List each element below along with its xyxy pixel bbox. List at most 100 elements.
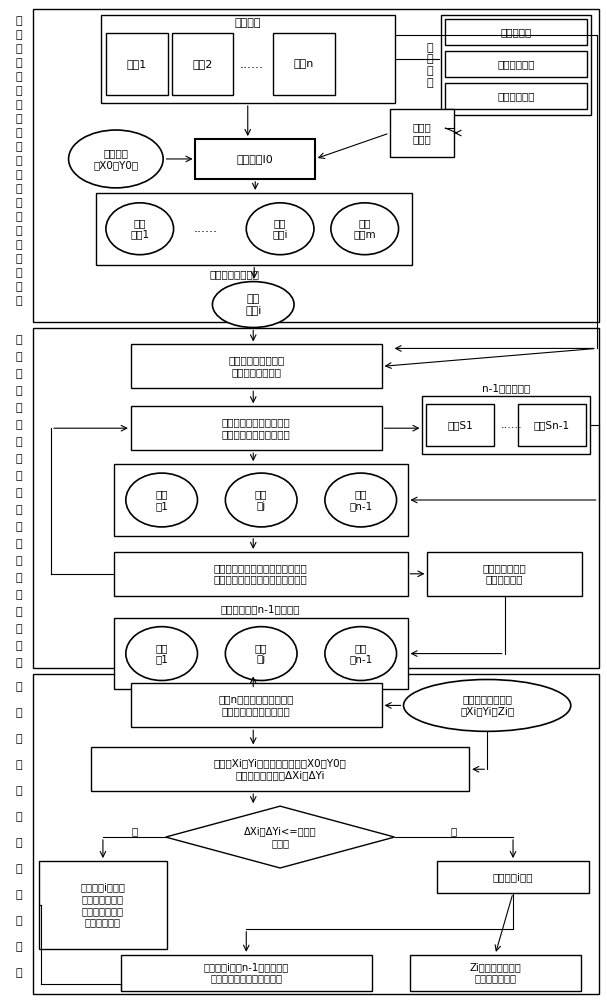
Text: ......: ......: [501, 420, 523, 430]
Text: 配: 配: [16, 403, 22, 413]
Text: 待匹
配点m: 待匹 配点m: [353, 218, 376, 240]
Text: 确: 确: [16, 16, 22, 26]
Text: n-1幅搜索影像: n-1幅搜索影像: [482, 383, 530, 393]
Text: 候选
点1: 候选 点1: [155, 489, 168, 511]
Text: 配: 配: [16, 658, 22, 668]
Text: 匹: 匹: [16, 682, 22, 692]
FancyBboxPatch shape: [410, 955, 581, 991]
FancyBboxPatch shape: [427, 552, 582, 596]
Text: 果: 果: [16, 760, 22, 770]
Text: 点: 点: [16, 420, 22, 430]
FancyBboxPatch shape: [106, 33, 168, 95]
Text: 应: 应: [16, 184, 22, 194]
Text: 个: 个: [16, 240, 22, 250]
FancyBboxPatch shape: [91, 747, 469, 791]
FancyBboxPatch shape: [438, 861, 589, 893]
Text: 配: 配: [16, 282, 22, 292]
Ellipse shape: [404, 680, 571, 731]
Ellipse shape: [126, 627, 197, 680]
Text: 像: 像: [16, 156, 22, 166]
Text: 搜索Sn-1: 搜索Sn-1: [534, 420, 570, 430]
FancyBboxPatch shape: [446, 83, 587, 109]
Text: 影像成
像模型: 影像成 像模型: [413, 122, 432, 144]
Text: 待匹
配点i: 待匹 配点i: [245, 294, 262, 315]
Text: 信: 信: [16, 505, 22, 515]
Text: 方: 方: [16, 58, 22, 68]
FancyBboxPatch shape: [131, 406, 382, 450]
FancyBboxPatch shape: [114, 464, 407, 536]
Text: 匹: 匹: [16, 268, 22, 278]
Text: 影: 影: [16, 142, 22, 152]
Text: 影像n: 影像n: [294, 59, 314, 69]
Text: 配: 配: [16, 708, 22, 718]
Text: 外方位元素: 外方位元素: [500, 27, 532, 37]
Text: 基: 基: [16, 72, 22, 82]
FancyBboxPatch shape: [114, 618, 407, 689]
FancyBboxPatch shape: [101, 15, 395, 103]
Text: 束: 束: [16, 556, 22, 566]
FancyBboxPatch shape: [446, 19, 587, 45]
FancyBboxPatch shape: [390, 109, 454, 157]
Text: 息: 息: [16, 522, 22, 532]
Text: 序列影像: 序列影像: [234, 18, 261, 28]
Text: 的: 的: [16, 212, 22, 222]
FancyBboxPatch shape: [33, 674, 599, 994]
Text: 对: 对: [16, 198, 22, 208]
Text: 逐个取出待匹配点: 逐个取出待匹配点: [209, 270, 259, 280]
Text: 否: 否: [131, 826, 137, 836]
FancyBboxPatch shape: [39, 861, 167, 949]
Text: 视: 视: [16, 590, 22, 600]
Text: 是: 是: [450, 826, 457, 836]
Text: 约: 约: [16, 539, 22, 549]
Text: 基于n幅影像的多像光束法
平差的物方三维坐标解算: 基于n幅影像的多像光束法 平差的物方三维坐标解算: [219, 695, 294, 716]
Text: 行: 行: [16, 454, 22, 464]
FancyBboxPatch shape: [441, 15, 591, 115]
Text: 物: 物: [16, 786, 22, 796]
Text: 地物点的三维坐标
（Xi，Yi，Zi）: 地物点的三维坐标 （Xi，Yi，Zi）: [460, 695, 514, 716]
Text: 搜索S1: 搜索S1: [447, 420, 473, 430]
Ellipse shape: [225, 473, 297, 527]
Text: 计算物方搜索光线的
两个端点三维坐标: 计算物方搜索光线的 两个端点三维坐标: [228, 356, 284, 377]
Text: 计算待匹配点和多个候选同名点的
基于灰度和特征的多像匹配相似度: 计算待匹配点和多个候选同名点的 基于灰度和特征的多像匹配相似度: [214, 563, 308, 585]
Text: 性: 性: [16, 916, 22, 926]
Text: 同名
点1: 同名 点1: [155, 643, 168, 664]
Text: 验: 验: [16, 942, 22, 952]
Text: 对: 对: [16, 335, 22, 345]
Text: 影: 影: [16, 607, 22, 617]
Text: 待: 待: [16, 369, 22, 379]
Ellipse shape: [212, 282, 294, 327]
Text: 结: 结: [16, 734, 22, 744]
Text: 候选
点j: 候选 点j: [255, 489, 268, 511]
Text: 点: 点: [16, 296, 22, 306]
FancyBboxPatch shape: [114, 552, 407, 596]
Text: 确定各搜索影像上的像方
同名搜索核线的直线方程: 确定各搜索影像上的像方 同名搜索核线的直线方程: [222, 417, 291, 439]
Ellipse shape: [331, 203, 399, 255]
Text: 待匹配点i及其n-1个同名像点
作为一组像方匹配结果返回: 待匹配点i及其n-1个同名像点 作为一组像方匹配结果返回: [203, 962, 289, 983]
Text: 多: 多: [16, 226, 22, 236]
FancyBboxPatch shape: [518, 404, 586, 446]
Text: 同名
点n-1: 同名 点n-1: [349, 643, 372, 664]
Ellipse shape: [325, 627, 396, 680]
Ellipse shape: [325, 473, 396, 527]
Ellipse shape: [246, 203, 314, 255]
Text: 方: 方: [16, 488, 22, 498]
FancyBboxPatch shape: [33, 328, 599, 668]
Text: 搜索影像上的n-1个同名点: 搜索影像上的n-1个同名点: [221, 604, 300, 614]
Text: 一: 一: [16, 864, 22, 874]
Text: 测区最小高程: 测区最小高程: [497, 91, 535, 101]
Text: 同名
点j: 同名 点j: [255, 643, 268, 664]
Text: 匹: 匹: [16, 641, 22, 651]
Ellipse shape: [126, 473, 197, 527]
FancyBboxPatch shape: [96, 193, 413, 265]
Ellipse shape: [225, 627, 297, 680]
Text: 准: 准: [16, 128, 22, 138]
Text: 计算（Xi，Yi）与物方基元的（X0，Y0）
之间的较差绝对值ΔXi、ΔYi: 计算（Xi，Yi）与物方基元的（X0，Y0） 之间的较差绝对值ΔXi、ΔYi: [214, 758, 347, 780]
Text: 基于最大相似度
确定同名像点: 基于最大相似度 确定同名像点: [483, 563, 526, 585]
Ellipse shape: [69, 130, 163, 188]
Text: 待: 待: [16, 254, 22, 264]
Polygon shape: [166, 806, 395, 868]
Text: 证: 证: [16, 968, 22, 978]
Text: 物方基元
（X0，Y0）: 物方基元 （X0，Y0）: [93, 148, 138, 170]
FancyBboxPatch shape: [195, 139, 315, 179]
Text: 待匹
配点1: 待匹 配点1: [130, 218, 149, 240]
